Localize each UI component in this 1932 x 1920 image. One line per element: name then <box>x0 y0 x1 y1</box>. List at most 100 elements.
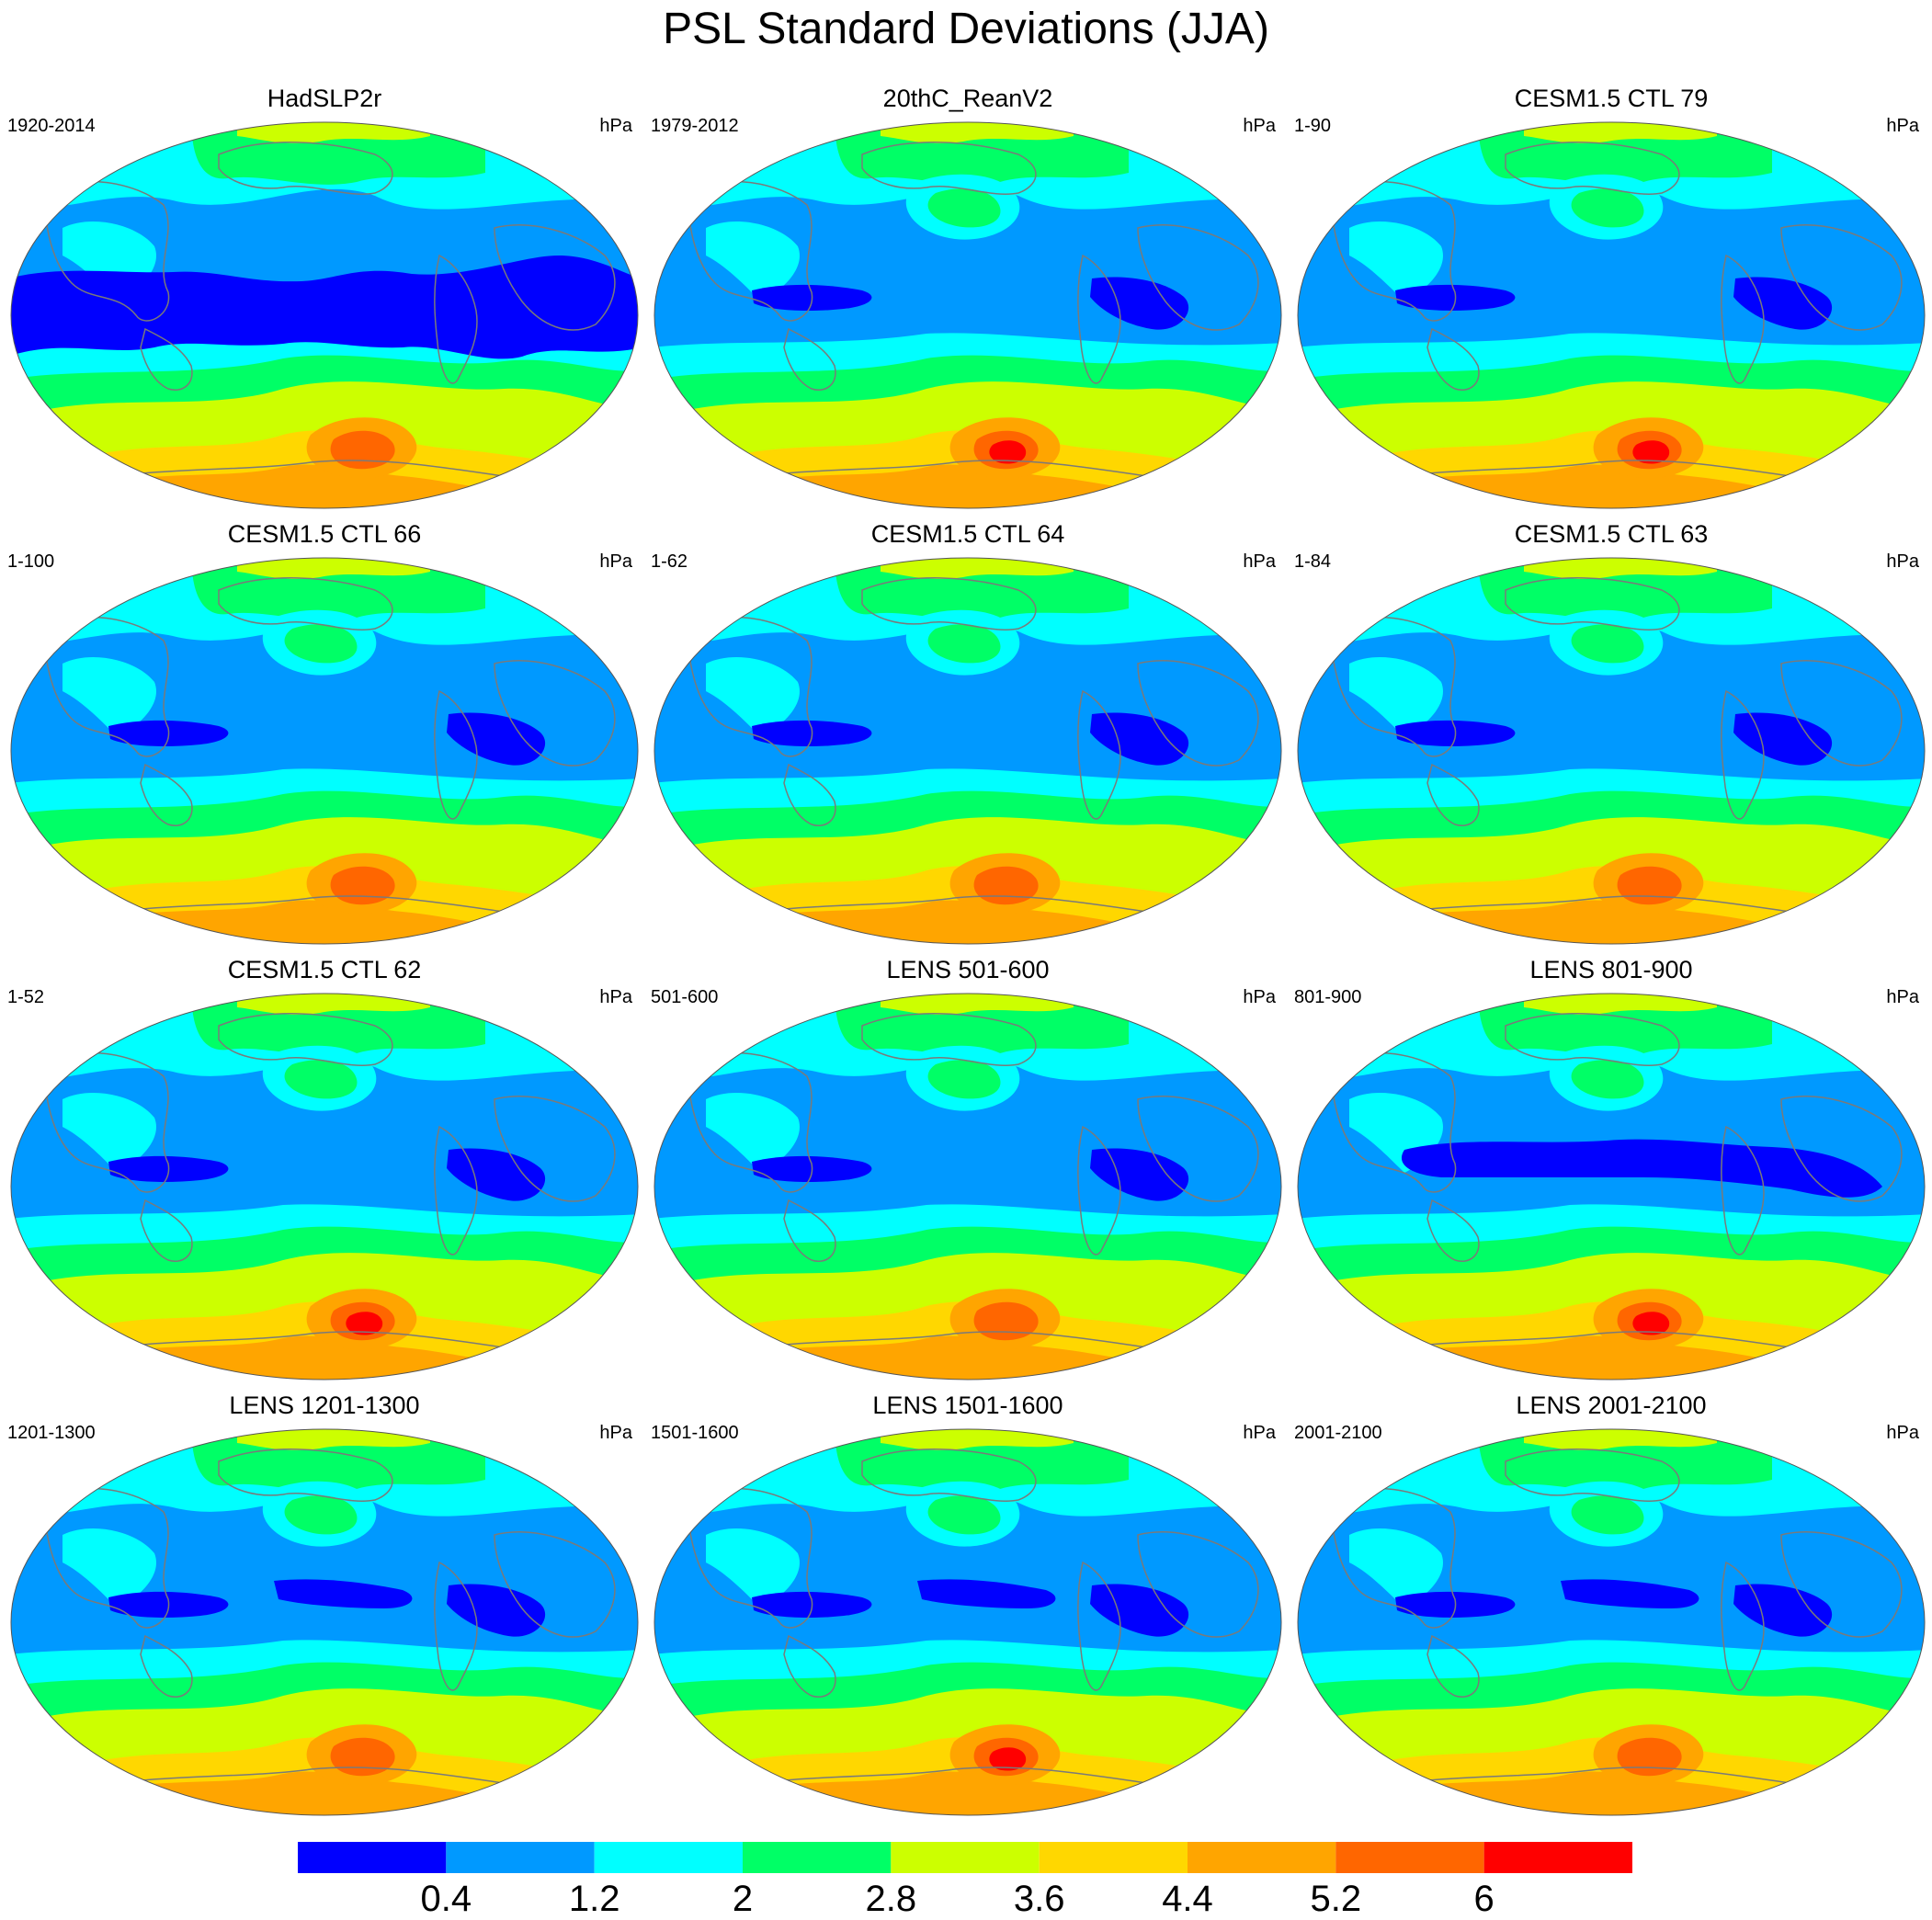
coastline-1 <box>1426 763 1480 826</box>
map-panel: CESM1.5 CTL 62 1-52 hPa <box>7 956 642 1388</box>
npacific-green <box>1571 1060 1644 1099</box>
coastline-2 <box>218 1449 393 1502</box>
north-cap-yellow <box>1524 122 1717 143</box>
map-panel: CESM1.5 CTL 79 1-90 hPa <box>1294 85 1928 517</box>
panel-time-range: 501-600 <box>651 987 719 1007</box>
coastline-4 <box>494 1096 616 1202</box>
tropical-min-east <box>1733 1584 1833 1637</box>
tropical-min-east <box>1733 277 1833 330</box>
north-cap-yellow <box>881 122 1074 143</box>
panel-title: CESM1.5 CTL 62 <box>227 956 422 983</box>
tropical-min-central <box>1561 1579 1699 1608</box>
colorbar-label: 6 <box>1473 1879 1494 1919</box>
tropical-min-east <box>1090 1584 1189 1637</box>
map-panel: LENS 501-600 501-600 hPa <box>651 956 1285 1388</box>
map-border <box>653 121 1282 509</box>
coastline-1 <box>783 1199 836 1262</box>
npacific-green <box>1571 188 1644 228</box>
spacific-red-orange <box>1617 1737 1682 1777</box>
colorbar-label: 4.4 <box>1162 1879 1213 1919</box>
panel-title: LENS 501-600 <box>886 956 1050 983</box>
spacific-peak <box>1632 1312 1670 1335</box>
colorbar-label: 3.6 <box>1013 1879 1065 1919</box>
panel-title: LENS 1201-1300 <box>229 1392 420 1419</box>
map-border <box>10 557 639 945</box>
coastline-0 <box>687 1487 813 1629</box>
panel-time-range: 1-84 <box>1294 551 1332 572</box>
coastline-4 <box>1780 660 1903 767</box>
npacific-green <box>1571 1495 1644 1535</box>
coastline-3 <box>434 1125 478 1255</box>
panel-time-range: 1979-2012 <box>651 116 739 136</box>
coastline-3 <box>1077 1125 1121 1255</box>
north-cap-yellow <box>881 1429 1074 1450</box>
colorbar-segment <box>298 1842 447 1873</box>
panel-title: CESM1.5 CTL 63 <box>1514 520 1709 548</box>
npacific-green <box>927 624 1001 664</box>
map-panel: CESM1.5 CTL 66 1-100 hPa <box>7 520 642 952</box>
asia-cyan <box>63 656 156 737</box>
coastline-4 <box>1137 660 1259 767</box>
north-cap-yellow <box>237 994 430 1015</box>
panel-title: HadSLP2r <box>267 85 382 112</box>
colorbar-segment <box>1483 1842 1632 1873</box>
panel-units: hPa <box>1886 551 1919 572</box>
spacific-red-orange <box>330 430 395 470</box>
panel-title: CESM1.5 CTL 79 <box>1514 85 1709 112</box>
asia-cyan <box>706 221 800 301</box>
tropical-min <box>11 256 638 359</box>
panel-time-range: 1201-1300 <box>7 1423 96 1443</box>
panel-units: hPa <box>1243 1423 1276 1443</box>
map-field <box>1297 1428 1926 1816</box>
coastline-2 <box>861 1013 1037 1066</box>
coastline-2 <box>861 577 1037 631</box>
coastline-1 <box>783 327 836 391</box>
panel-units: hPa <box>599 987 632 1007</box>
north-cap-yellow <box>1524 558 1717 579</box>
map-field <box>10 993 639 1380</box>
coastline-1 <box>1426 327 1480 391</box>
panel-title: CESM1.5 CTL 66 <box>227 520 422 548</box>
coastline-1 <box>140 763 193 826</box>
coastline-2 <box>218 1013 393 1066</box>
tropical-min-east <box>1090 277 1189 330</box>
map-border <box>10 1428 639 1816</box>
asia-cyan <box>63 1092 156 1173</box>
coastline-4 <box>1780 1096 1903 1202</box>
panel-units: hPa <box>1243 116 1276 136</box>
npacific-green <box>1571 624 1644 664</box>
map-border <box>1297 1428 1926 1816</box>
npacific-green <box>284 1060 358 1099</box>
map-field <box>653 1428 1282 1816</box>
spacific-red-orange <box>330 866 395 905</box>
coastline-2 <box>1505 142 1680 195</box>
coastline-0 <box>43 1051 170 1193</box>
coastline-2 <box>218 577 393 631</box>
figure-title: PSL Standard Deviations (JJA) <box>663 5 1269 53</box>
map-field <box>653 121 1282 509</box>
colorbar-segment <box>1039 1842 1188 1873</box>
colorbar-label: 2.8 <box>865 1879 917 1919</box>
coastline-1 <box>140 1634 193 1698</box>
map-field <box>1297 993 1926 1380</box>
panel-time-range: 1-62 <box>651 551 688 572</box>
panel-title: CESM1.5 CTL 64 <box>870 520 1065 548</box>
coastline-2 <box>1505 1013 1680 1066</box>
north-cap-yellow <box>1524 1429 1717 1450</box>
panel-units: hPa <box>1886 116 1919 136</box>
coastline-3 <box>1077 689 1121 820</box>
spacific-red-orange <box>330 1737 395 1777</box>
tropical-min-east <box>447 1584 546 1637</box>
coastline-2 <box>861 142 1037 195</box>
coastline-3 <box>1721 689 1765 820</box>
colorbar-segment <box>1335 1842 1484 1873</box>
panel-time-range: 2001-2100 <box>1294 1423 1382 1443</box>
map-panel: LENS 2001-2100 2001-2100 hPa <box>1294 1392 1928 1823</box>
colorbar-segment <box>594 1842 743 1873</box>
map-field <box>1297 557 1926 945</box>
panel-units: hPa <box>1243 551 1276 572</box>
panel-units: hPa <box>599 1423 632 1443</box>
tropical-min-central <box>917 1579 1056 1608</box>
colorbar-segment <box>743 1842 892 1873</box>
coastline-1 <box>783 1634 836 1698</box>
